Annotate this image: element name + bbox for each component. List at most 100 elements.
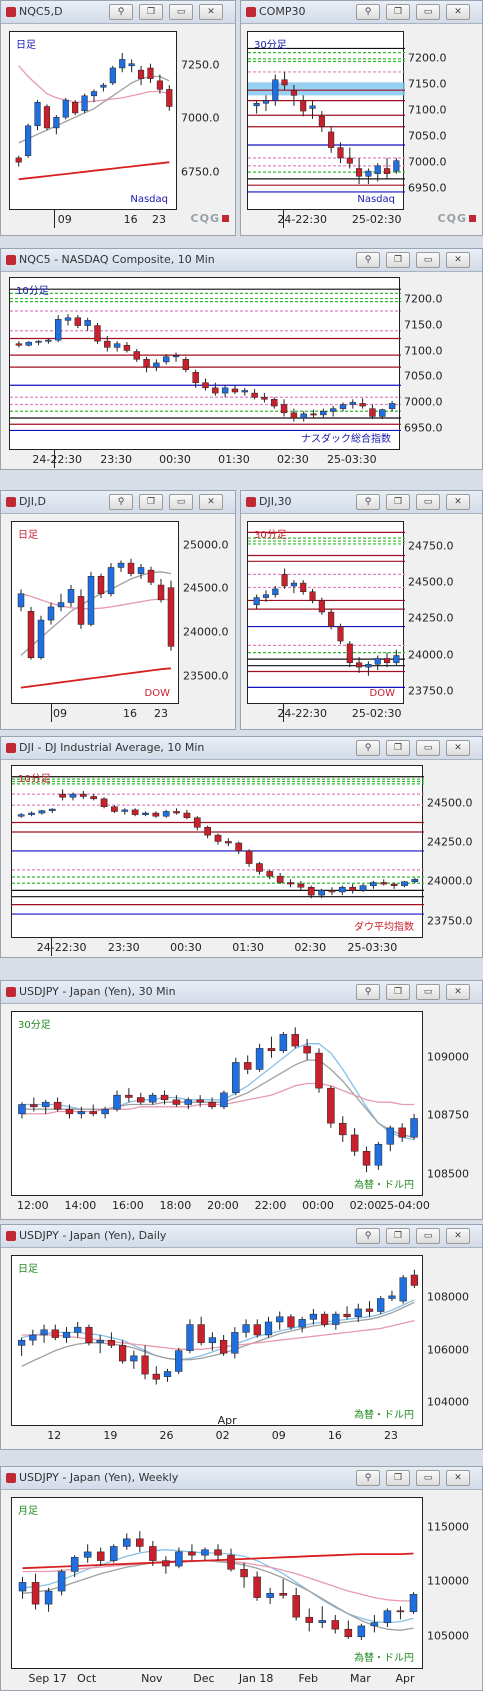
candle-body	[113, 343, 121, 348]
y-tick-label: 7000.0	[181, 111, 220, 125]
candle-body	[77, 1111, 86, 1115]
candle-body	[43, 106, 51, 129]
title-bar[interactable]: NQC5 - NASDAQ Composite, 10 Min ⚲ ❐ ▭ ✕	[1, 249, 482, 272]
x-tick-label: 23:30	[100, 453, 132, 466]
chart-window-usdjpy-daily[interactable]: USDJPY - Japan (Yen), Daily ⚲ ❐ ▭ ✕ 日足 為替・ドル円 A…	[0, 1224, 483, 1450]
close-icon[interactable]: ✕	[446, 1470, 470, 1486]
candle-body	[182, 359, 190, 370]
link-icon[interactable]: ⚲	[356, 252, 380, 268]
chart-window-usdjpy-30[interactable]: USDJPY - Japan (Yen), 30 Min ⚲ ❐ ▭ ✕ 30分足 為替・ド…	[0, 980, 483, 1220]
x-tick-label: 24-22:30	[32, 453, 83, 466]
candle-body	[38, 810, 46, 814]
link-icon[interactable]: ⚲	[109, 494, 133, 510]
plot-area[interactable]: 日足 為替・ドル円 Apr	[11, 1255, 423, 1427]
maximize-icon[interactable]: ▭	[169, 494, 193, 510]
x-tick-label: 01:30	[218, 453, 250, 466]
candle-body	[197, 1324, 205, 1344]
restore-icon[interactable]: ❐	[386, 4, 410, 20]
link-icon[interactable]: ⚲	[356, 494, 380, 510]
y-tick-label: 6950.0	[404, 421, 443, 435]
plot-area[interactable]: 30分足 Nasdaq	[247, 31, 405, 210]
chart-window-nqc5-daily[interactable]: NQC5,D ⚲ ❐ ▭ ✕ 日足 Nasdaq 7250.0 7000.0 6750.0 09 16…	[0, 0, 236, 236]
title-bar[interactable]: DJI,30 ⚲ ❐ ▭ ✕	[241, 491, 482, 514]
close-icon[interactable]: ✕	[446, 494, 470, 510]
close-icon[interactable]: ✕	[446, 740, 470, 756]
link-icon[interactable]: ⚲	[109, 4, 133, 20]
link-icon[interactable]: ⚲	[356, 1470, 380, 1486]
restore-icon[interactable]: ❐	[386, 740, 410, 756]
candle-body	[127, 562, 135, 574]
candle-body	[147, 569, 155, 583]
plot-area[interactable]: 10分足 ナスダック総合指数	[9, 277, 401, 450]
restore-icon[interactable]: ❐	[139, 494, 163, 510]
candle-body	[386, 1127, 395, 1145]
price-chart-svg	[17, 1269, 419, 1385]
restore-icon[interactable]: ❐	[386, 1228, 410, 1244]
close-icon[interactable]: ✕	[199, 4, 223, 20]
close-icon[interactable]: ✕	[446, 1228, 470, 1244]
chart-window-nqc5-10min[interactable]: NQC5 - NASDAQ Composite, 10 Min ⚲ ❐ ▭ ✕ 10分足ナ…	[0, 248, 483, 470]
candle-body	[339, 404, 347, 409]
close-icon[interactable]: ✕	[199, 494, 223, 510]
y-tick-label: 6750.0	[181, 165, 220, 179]
y-tick-label: 24500.0	[427, 796, 473, 810]
maximize-icon[interactable]: ▭	[416, 1470, 440, 1486]
candle-body	[328, 890, 336, 893]
close-icon[interactable]: ✕	[446, 252, 470, 268]
close-icon[interactable]: ✕	[446, 984, 470, 1000]
title-bar[interactable]: USDJPY - Japan (Yen), 30 Min ⚲ ❐ ▭ ✕	[1, 981, 482, 1004]
close-icon[interactable]: ✕	[446, 4, 470, 20]
chart-window-usdjpy-weekly[interactable]: USDJPY - Japan (Yen), Weekly ⚲ ❐ ▭ ✕ 月足 為替・ドル円…	[0, 1466, 483, 1691]
link-icon[interactable]: ⚲	[356, 984, 380, 1000]
candle-body	[107, 567, 115, 595]
candle-body	[300, 413, 307, 419]
x-tick-label: 25-04:00	[380, 1199, 430, 1212]
title-bar[interactable]: COMP30 ⚲ ❐ ▭ ✕	[241, 1, 482, 24]
maximize-icon[interactable]: ▭	[416, 1228, 440, 1244]
title-bar[interactable]: NQC5,D ⚲ ❐ ▭ ✕	[1, 1, 235, 24]
cqg-logo: CQG	[438, 212, 476, 225]
chart-window-dji-10min[interactable]: DJI - DJ Industrial Average, 10 Min ⚲ ❐ ▭ ✕ 1…	[0, 736, 483, 958]
candle-body	[62, 1332, 71, 1338]
candle-body	[303, 1045, 311, 1054]
maximize-icon[interactable]: ▭	[416, 252, 440, 268]
restore-icon[interactable]: ❐	[386, 1470, 410, 1486]
title-bar[interactable]: DJI,D ⚲ ❐ ▭ ✕	[1, 491, 235, 514]
title-bar[interactable]: USDJPY - Japan (Yen), Daily ⚲ ❐ ▭ ✕	[1, 1225, 482, 1248]
maximize-icon[interactable]: ▭	[416, 494, 440, 510]
candle-body	[17, 593, 25, 608]
maximize-icon[interactable]: ▭	[416, 740, 440, 756]
candle-body	[356, 168, 363, 177]
y-tick-label: 7050.0	[404, 369, 443, 383]
plot-area[interactable]: 30分足 為替・ドル円	[11, 1011, 423, 1196]
candle-body	[241, 390, 248, 393]
candle-body	[266, 1593, 274, 1598]
plot-area[interactable]: 30分足 DOW	[247, 521, 405, 704]
chart-window-dji-daily[interactable]: DJI,D ⚲ ❐ ▭ ✕ 日足 DOW 25000.0 24500.0 24000.0 23500…	[0, 490, 236, 730]
timeframe-label: 日足	[18, 530, 38, 541]
app-icon	[246, 7, 256, 17]
link-icon[interactable]: ⚲	[356, 1228, 380, 1244]
restore-icon[interactable]: ❐	[386, 494, 410, 510]
maximize-icon[interactable]: ▭	[169, 4, 193, 20]
candle-body	[380, 882, 388, 885]
plot-area[interactable]: 日足 Nasdaq	[9, 31, 177, 210]
restore-icon[interactable]: ❐	[139, 4, 163, 20]
maximize-icon[interactable]: ▭	[416, 984, 440, 1000]
plot-area[interactable]: 月足 為替・ドル円	[11, 1497, 423, 1669]
candle-body	[393, 655, 400, 664]
title-bar[interactable]: USDJPY - Japan (Yen), Weekly ⚲ ❐ ▭ ✕	[1, 1467, 482, 1490]
title-bar[interactable]: DJI - DJ Industrial Average, 10 Min ⚲ ❐ ▭ ✕	[1, 737, 482, 760]
maximize-icon[interactable]: ▭	[416, 4, 440, 20]
link-icon[interactable]: ⚲	[356, 740, 380, 756]
plot-area[interactable]: 10分足 ダウ平均指数	[11, 765, 424, 938]
link-icon[interactable]: ⚲	[356, 4, 380, 20]
restore-icon[interactable]: ❐	[386, 984, 410, 1000]
plot-area[interactable]: 日足 DOW	[11, 521, 179, 704]
candle-body	[255, 1048, 264, 1070]
candle-body	[25, 341, 32, 346]
chart-window-comp30[interactable]: COMP30 ⚲ ❐ ▭ ✕ 30分足 Nasdaq 7200.0 7150.0 7100.0 70…	[240, 0, 483, 236]
candle-body	[346, 643, 353, 664]
restore-icon[interactable]: ❐	[386, 252, 410, 268]
chart-window-dji-30[interactable]: DJI,30 ⚲ ❐ ▭ ✕ 30分足 DOW 24750.0 24500.0 24250.0 24…	[240, 490, 483, 730]
